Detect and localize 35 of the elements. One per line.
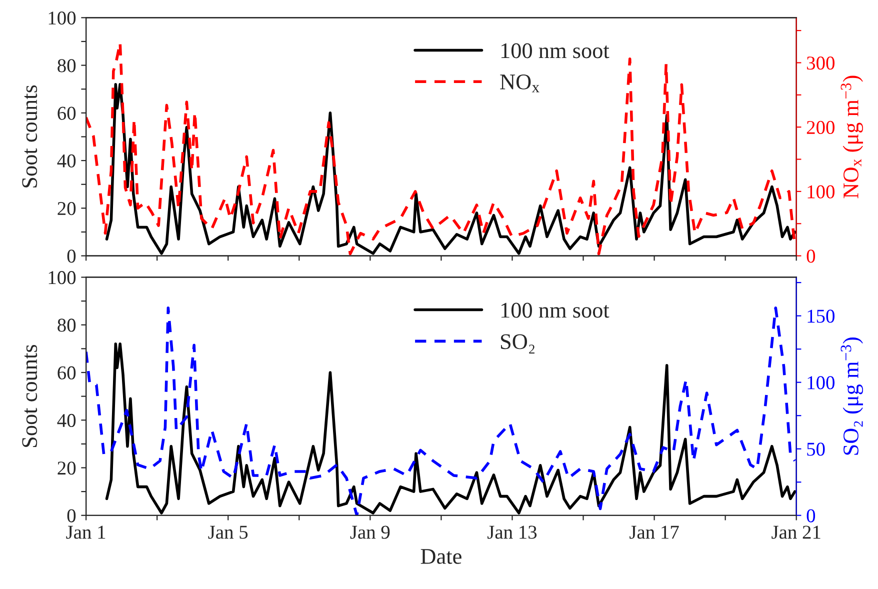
y2-tick-label: 0 [806,509,816,522]
y-axis-title: Soot counts [22,85,38,188]
x-axis-title: Date [420,549,462,564]
y2-tick-label: 150 [808,310,834,323]
x-tick-label: Jan 5 [208,526,248,539]
y2-tick-label: 300 [807,56,834,70]
legend-label: 100 nm soot [501,302,610,318]
x-tick-label: Jan 21 [772,526,820,539]
y-tick-label: 80 [58,318,76,332]
x-tick-label: Jan 17 [630,526,679,539]
y2-axis-title: SO₂ (μg m$^{−3}$) [840,338,864,455]
legend-label: 100 nm soot [501,43,610,58]
legend-label: SO₂ [500,334,534,354]
x-tick-label: Jan 9 [350,526,390,539]
x-tick-label: Jan 13 [488,526,537,539]
y-tick-label: 60 [58,106,76,120]
y-axis-title: Soot counts [22,344,38,447]
y-tick-label: 0 [67,250,76,263]
x-tick-label: Jan 1 [66,526,106,539]
y-tick-label: 40 [57,414,76,428]
y2-axis-title: NO$_{x}$ (μg m$^{−3}$) [840,76,864,198]
y-tick-label: 20 [58,202,76,216]
y2-tick-label: 100 [808,376,834,390]
y2-tick-label: 50 [807,442,825,456]
y-tick-label: 60 [58,366,76,380]
y2-tick-label: 100 [808,185,834,198]
y-tick-label: 80 [58,59,76,72]
legend-label: NO$_{x}$ [500,74,540,92]
y-tick-label: 0 [67,509,76,522]
y-tick-label: 40 [57,154,76,168]
y2-tick-label: 200 [806,120,834,134]
y-tick-label: 100 [48,11,76,25]
y-tick-label: 100 [48,271,76,284]
y2-tick-label: 0 [806,250,816,263]
y-tick-label: 20 [58,462,76,475]
